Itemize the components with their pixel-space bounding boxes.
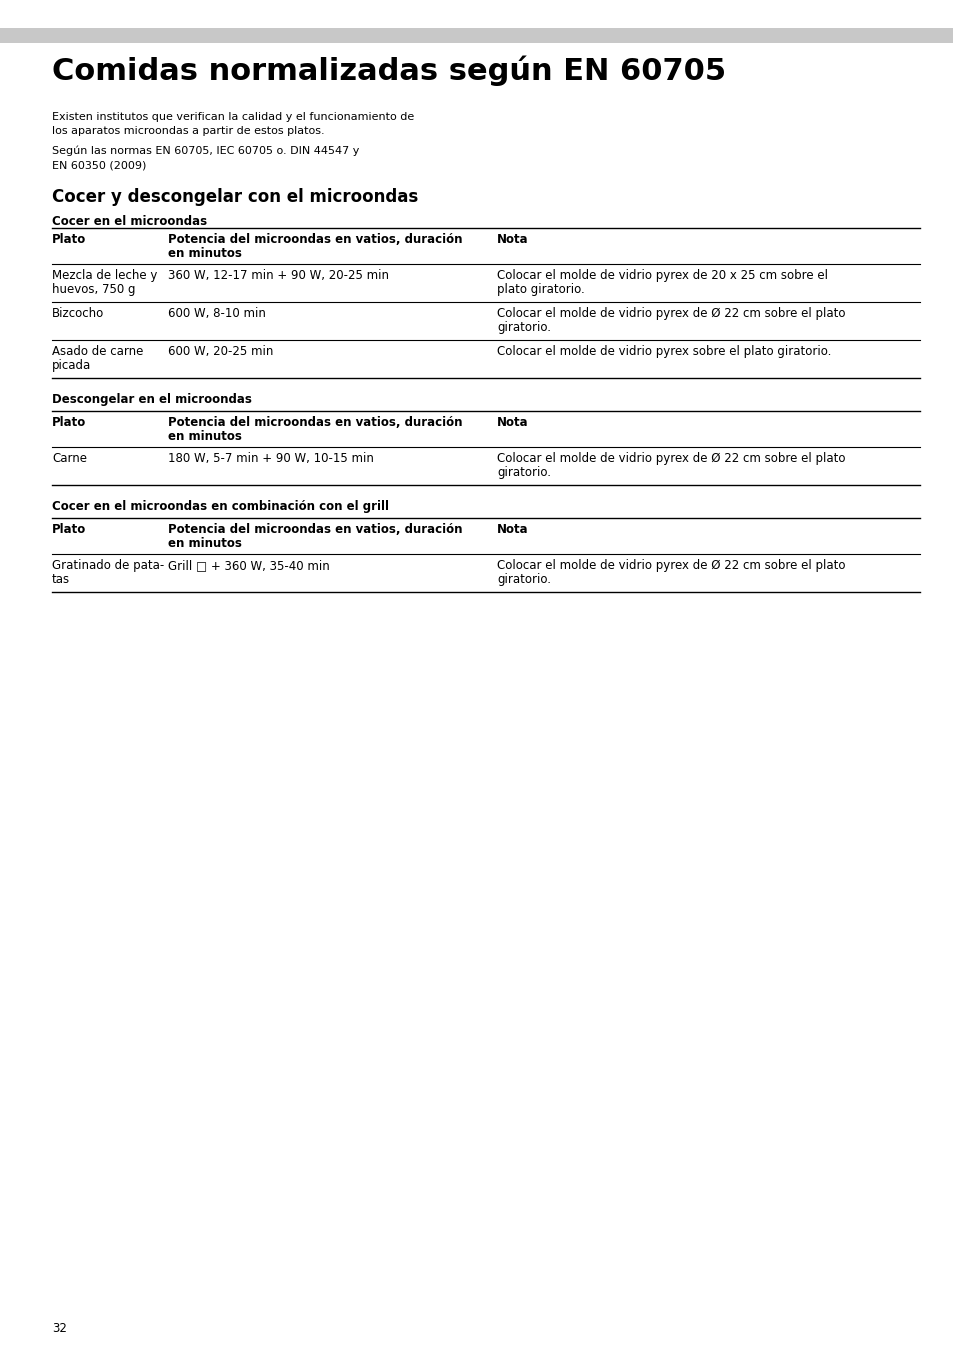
Text: Gratinado de pata-: Gratinado de pata- [52, 559, 164, 572]
Text: Mezcla de leche y: Mezcla de leche y [52, 269, 157, 282]
Text: Colocar el molde de vidrio pyrex de 20 x 25 cm sobre el: Colocar el molde de vidrio pyrex de 20 x… [497, 269, 827, 282]
Text: Según las normas EN 60705, IEC 60705 o. DIN 44547 y: Según las normas EN 60705, IEC 60705 o. … [52, 146, 359, 157]
Text: Colocar el molde de vidrio pyrex de Ø 22 cm sobre el plato: Colocar el molde de vidrio pyrex de Ø 22… [497, 559, 844, 572]
Text: Grill □ + 360 W, 35-40 min: Grill □ + 360 W, 35-40 min [168, 559, 330, 572]
Text: giratorio.: giratorio. [497, 572, 551, 586]
Text: 180 W, 5-7 min + 90 W, 10-15 min: 180 W, 5-7 min + 90 W, 10-15 min [168, 452, 374, 464]
Text: en minutos: en minutos [168, 431, 242, 443]
Text: Colocar el molde de vidrio pyrex de Ø 22 cm sobre el plato: Colocar el molde de vidrio pyrex de Ø 22… [497, 452, 844, 464]
Text: huevos, 750 g: huevos, 750 g [52, 284, 135, 296]
Text: Colocar el molde de vidrio pyrex de Ø 22 cm sobre el plato: Colocar el molde de vidrio pyrex de Ø 22… [497, 306, 844, 320]
Text: Plato: Plato [52, 522, 86, 536]
Text: los aparatos microondas a partir de estos platos.: los aparatos microondas a partir de esto… [52, 126, 324, 136]
Text: Cocer en el microondas: Cocer en el microondas [52, 215, 207, 228]
Text: plato giratorio.: plato giratorio. [497, 284, 584, 296]
Text: Colocar el molde de vidrio pyrex sobre el plato giratorio.: Colocar el molde de vidrio pyrex sobre e… [497, 346, 830, 358]
Text: 600 W, 20-25 min: 600 W, 20-25 min [168, 346, 274, 358]
Text: 600 W, 8-10 min: 600 W, 8-10 min [168, 306, 266, 320]
Text: Comidas normalizadas según EN 60705: Comidas normalizadas según EN 60705 [52, 55, 725, 85]
Text: en minutos: en minutos [168, 537, 242, 549]
Bar [0, 28, 953, 43]
Text: Cocer en el microondas en combinación con el grill: Cocer en el microondas en combinación co… [52, 500, 389, 513]
Text: EN 60350 (2009): EN 60350 (2009) [52, 161, 146, 170]
Text: 360 W, 12-17 min + 90 W, 20-25 min: 360 W, 12-17 min + 90 W, 20-25 min [168, 269, 389, 282]
Text: Bizcocho: Bizcocho [52, 306, 104, 320]
Text: Carne: Carne [52, 452, 87, 464]
Text: Cocer y descongelar con el microondas: Cocer y descongelar con el microondas [52, 188, 417, 207]
Text: Asado de carne: Asado de carne [52, 346, 143, 358]
Text: Potencia del microondas en vatios, duración: Potencia del microondas en vatios, durac… [168, 416, 462, 429]
Text: en minutos: en minutos [168, 247, 242, 261]
Text: Potencia del microondas en vatios, duración: Potencia del microondas en vatios, durac… [168, 522, 462, 536]
Text: Plato: Plato [52, 234, 86, 246]
Text: giratorio.: giratorio. [497, 466, 551, 479]
Text: Potencia del microondas en vatios, duración: Potencia del microondas en vatios, durac… [168, 234, 462, 246]
Text: 32: 32 [52, 1322, 67, 1335]
Text: Nota: Nota [497, 234, 528, 246]
Text: Nota: Nota [497, 522, 528, 536]
Text: picada: picada [52, 359, 91, 373]
Text: Existen institutos que verifican la calidad y el funcionamiento de: Existen institutos que verifican la cali… [52, 112, 414, 122]
Text: Nota: Nota [497, 416, 528, 429]
Text: Plato: Plato [52, 416, 86, 429]
Text: giratorio.: giratorio. [497, 321, 551, 333]
Text: tas: tas [52, 572, 71, 586]
Text: Descongelar en el microondas: Descongelar en el microondas [52, 393, 252, 406]
